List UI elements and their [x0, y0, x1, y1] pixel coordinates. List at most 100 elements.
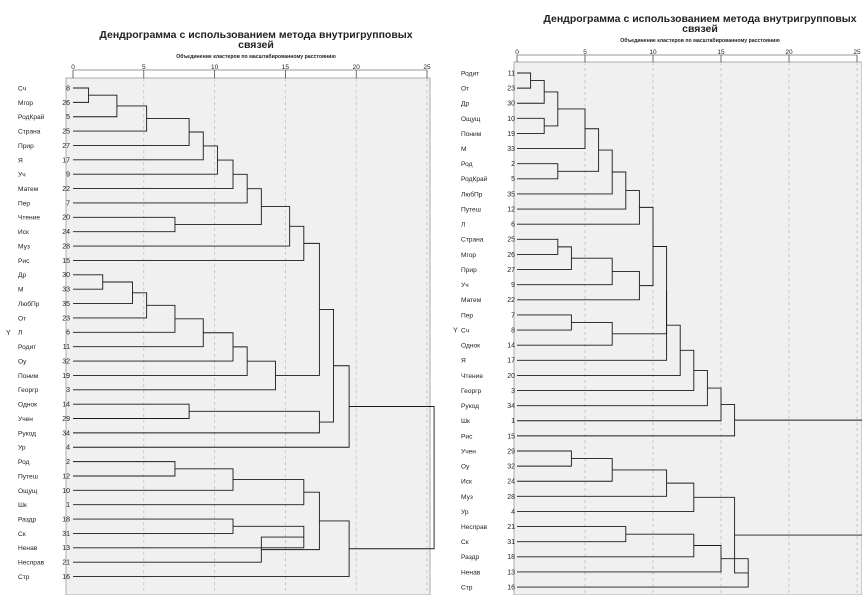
x-tick-label: 15: [717, 49, 725, 56]
leaf-case-number: 10: [507, 116, 515, 123]
dendrogram-link: [612, 246, 668, 335]
leaf-case-number: 33: [507, 146, 515, 153]
leaf-case-number: 5: [511, 176, 515, 183]
leaf-case-number: 6: [66, 330, 70, 337]
leaf-case-number: 21: [507, 524, 515, 531]
leaf-label: Ур: [461, 509, 469, 516]
plot-area: [513, 61, 862, 595]
leaf-label: Л: [18, 330, 22, 337]
leaf-label: Рукод: [18, 430, 36, 437]
leaf-case-number: 3: [511, 388, 515, 395]
leaf-label: Ощущ: [461, 116, 481, 123]
leaf-label: Ненав: [461, 569, 481, 576]
leaf-case-number: 1: [511, 418, 515, 425]
leaf-case-number: 26: [507, 252, 515, 259]
leaf-case-number: 24: [507, 479, 515, 486]
leaf-label: Родит: [461, 70, 479, 77]
leaf-label: Др: [461, 101, 469, 108]
leaf-label: Ненав: [18, 545, 38, 552]
leaf-case-number: 28: [507, 494, 515, 501]
leaf-label: Чтение: [461, 373, 483, 380]
leaf-case-number: 13: [62, 545, 70, 552]
leaf-case-number: 9: [511, 282, 515, 289]
leaf-case-number: 19: [62, 373, 70, 380]
dendrogram-link: [349, 406, 435, 550]
leaf-case-number: 32: [62, 358, 70, 365]
leaf-case-number: 2: [511, 161, 515, 168]
leaf-case-number: 2: [66, 459, 70, 466]
leaf-label: Я: [461, 358, 466, 365]
leaf-label: Поним: [18, 373, 39, 380]
leaf-label: Несправ: [461, 524, 488, 531]
leaf-case-number: 3: [66, 387, 70, 394]
leaf-case-number: 11: [508, 70, 515, 77]
leaf-case-number: 22: [62, 186, 70, 193]
leaf-label: Раздр: [461, 554, 479, 561]
leaf-label: РодКрай: [18, 113, 45, 121]
leaf-case-number: 31: [62, 531, 70, 538]
leaf-case-number: 4: [66, 445, 70, 452]
x-tick-label: 15: [282, 64, 290, 71]
y-axis-label: Y: [6, 330, 11, 337]
leaf-label: Несправ: [18, 560, 45, 567]
leaf-case-number: 12: [62, 473, 70, 480]
leaf-case-number: 14: [507, 343, 515, 350]
leaf-label: Рис: [18, 258, 30, 265]
leaf-case-number: 8: [66, 85, 70, 92]
x-tick-label: 20: [785, 49, 793, 56]
leaf-label: Оу: [18, 358, 27, 365]
leaf-case-number: 30: [62, 272, 70, 279]
leaf-case-number: 6: [511, 222, 515, 229]
leaf-case-number: 19: [507, 131, 515, 138]
leaf-case-number: 16: [507, 584, 515, 591]
leaf-label: Учен: [461, 448, 476, 455]
leaf-case-number: 30: [507, 101, 515, 108]
leaf-label: Шк: [18, 502, 27, 509]
leaf-label: Л: [461, 222, 465, 229]
leaf-case-number: 24: [62, 229, 70, 236]
leaf-label: Георгр: [461, 388, 482, 395]
leaf-case-number: 33: [62, 287, 70, 294]
leaf-case-number: 23: [62, 315, 70, 322]
dendrogram-left: Дендрограмма с использованием метода вну…: [6, 29, 435, 595]
leaf-label: Муз: [461, 494, 473, 501]
leaf-case-number: 10: [62, 488, 70, 495]
leaf-case-number: 32: [507, 464, 515, 471]
leaf-case-number: 29: [62, 416, 70, 423]
leaf-case-number: 12: [507, 206, 515, 213]
leaf-label: Др: [18, 272, 26, 279]
leaf-label: Учен: [18, 416, 33, 423]
leaf-label: Раздр: [18, 517, 36, 524]
leaf-label: М: [18, 287, 24, 294]
leaf-case-number: 25: [62, 129, 70, 136]
chart-title: Дендрограмма с использованием метода вну…: [543, 13, 856, 25]
leaf-label: Оу: [461, 464, 470, 471]
leaf-label: Иск: [18, 229, 29, 236]
x-tick-label: 10: [211, 64, 219, 71]
leaf-label: Матем: [461, 297, 482, 304]
leaf-case-number: 34: [507, 403, 515, 410]
x-tick-label: 0: [71, 64, 75, 71]
x-tick-label: 20: [353, 64, 361, 71]
leaf-label: Страна: [18, 129, 41, 136]
x-tick-label: 5: [583, 49, 587, 56]
leaf-case-number: 9: [66, 172, 70, 179]
leaf-case-number: 20: [62, 215, 70, 222]
leaf-label: Ощущ: [18, 488, 38, 495]
leaf-case-number: 18: [507, 554, 515, 561]
x-tick-label: 10: [649, 49, 657, 56]
leaf-label: От: [461, 86, 469, 93]
dendrogram-right: Дендрограмма с использованием метода вну…: [453, 13, 862, 595]
leaf-label: Стр: [461, 584, 473, 591]
leaf-label: ЛюбПр: [461, 190, 483, 198]
dendrogram-link: [517, 290, 668, 361]
chart-title-line2: связей: [238, 39, 274, 51]
axis-title: Объединение кластеров по масштабированно…: [620, 37, 780, 44]
leaf-label: Род: [18, 459, 30, 466]
leaf-label: Уч: [18, 172, 26, 179]
leaf-label: Иск: [461, 479, 472, 486]
leaf-case-number: 21: [62, 560, 70, 567]
leaf-label: Шк: [461, 418, 470, 425]
leaf-label: Георгр: [18, 387, 39, 394]
